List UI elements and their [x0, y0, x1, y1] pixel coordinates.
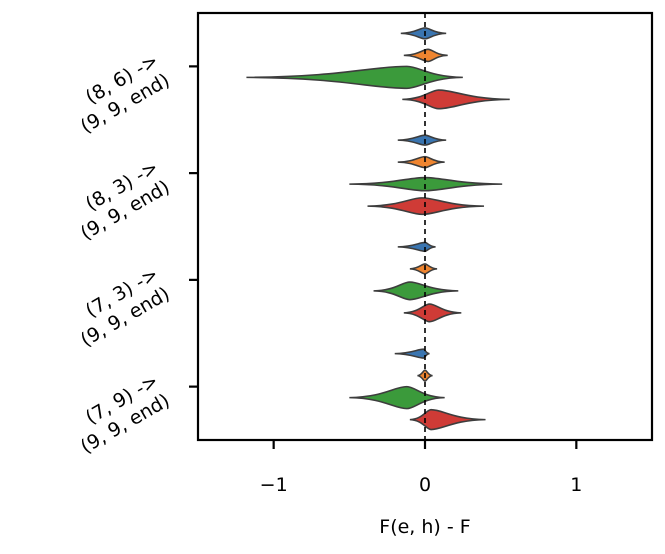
violin-group-4-series-3: [349, 385, 445, 410]
x-tick-label-1: −1: [260, 474, 288, 496]
violin-group-4-series-4: [409, 408, 486, 431]
violin-group-3-series-3: [373, 281, 459, 301]
violin-group-1-series-2: [403, 48, 448, 63]
y-tick-label-2: (8, 3) ->(9, 9, end): [65, 156, 173, 244]
x-axis: −1 0 1: [260, 440, 582, 496]
y-tick-label-1: (8, 6) ->(9, 9, end): [65, 50, 173, 138]
y-tick-label-4: (7, 9) ->(9, 9, end): [65, 370, 173, 458]
y-axis: (8, 6) ->(9, 9, end) (8, 3) ->(9, 9, end)…: [65, 50, 198, 458]
violin-group-3-series-1: [397, 241, 436, 253]
violin-group-1-series-3: [246, 65, 463, 90]
violin-group-2-series-2: [397, 155, 445, 169]
x-axis-label: F(e, h) - F: [379, 516, 470, 538]
violin-group-4-series-1: [394, 348, 430, 359]
y-tick-label-3: (7, 3) ->(9, 9, end): [65, 263, 173, 351]
violin-group-3-series-4: [403, 303, 462, 323]
x-tick-label-3: 1: [570, 474, 582, 496]
violin-group-1-series-4: [402, 89, 510, 110]
x-tick-label-2: 0: [419, 474, 431, 496]
violin-group-3-series-2: [409, 263, 438, 275]
violin-group-2-series-1: [397, 134, 447, 146]
violin-group-1-series-1: [400, 27, 447, 40]
violin-layer: [246, 27, 510, 431]
